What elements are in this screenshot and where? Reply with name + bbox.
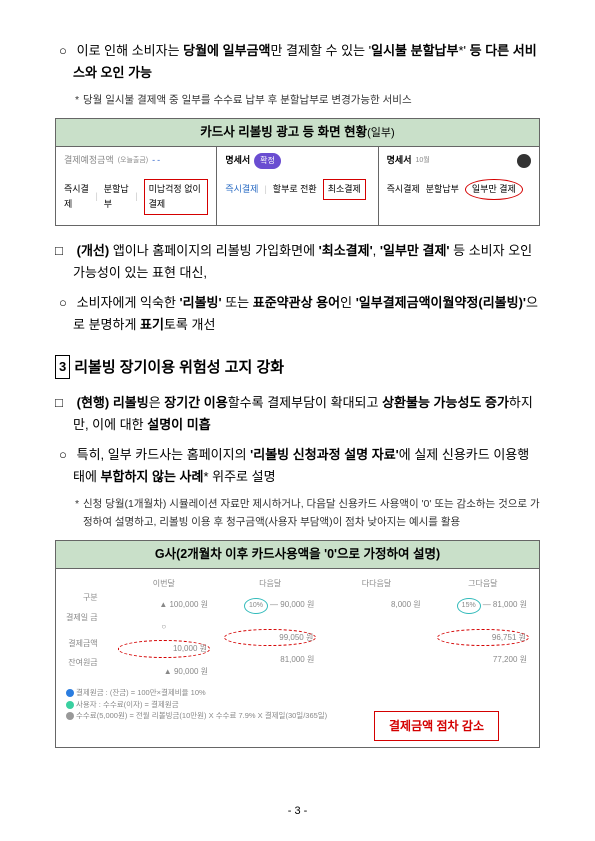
- chevron-icon: [517, 154, 531, 168]
- chart-row-labels: 구분 결제일 금 결제금액 잔여원금: [66, 577, 98, 679]
- table1-title: 카드사 리볼빙 광고 등 화면 현황(일부): [56, 119, 539, 147]
- table1-col-1: 결제예정금액(오늘출금) -- 즉시결제| 분할납부| 미납걱정 없이 결제: [56, 147, 217, 225]
- chart-g-company: G사(2개월차 이후 카드사용액을 '0'으로 가정하여 설명) 구분 결제일 …: [55, 540, 540, 748]
- para-current-status: □ (현행) 리볼빙은 장기간 이용할수록 결제부담이 확대되고 상환불능 가능…: [73, 392, 540, 436]
- highlight-no-worry-pay: 미납걱정 없이 결제: [144, 179, 209, 216]
- para-consumer-confusion: ○ 이로 인해 소비자는 당월에 일부금액만 결제할 수 있는 '일시불 분할납…: [73, 40, 540, 84]
- chart-title: G사(2개월차 이후 카드사용액을 '0'으로 가정하여 설명): [56, 541, 539, 569]
- para-improvement: □ (개선) 앱이나 홈페이지의 리볼빙 가입화면에 '최소결제', '일부만 …: [73, 240, 540, 284]
- section-3-heading: 3리볼빙 장기이용 위험성 고지 강화: [55, 355, 540, 381]
- footnote-2: *신청 당월(1개월차) 시뮬레이션 자료만 제시하거나, 다음달 신용카드 사…: [83, 496, 540, 532]
- table-card-ad-screens: 카드사 리볼빙 광고 등 화면 현황(일부) 결제예정금액(오늘출금) -- 즉…: [55, 118, 540, 226]
- chart-payment-1: 10,000 원: [118, 640, 210, 658]
- callout-decreasing: 결제금액 점차 감소: [374, 711, 499, 741]
- footnote-1: *당월 일시불 결제액 중 일부를 수수료 납부 후 분할납부로 변경가능한 서…: [83, 92, 540, 110]
- badge-confirmed: 확정: [254, 153, 281, 169]
- highlight-min-payment: 최소결제: [323, 179, 366, 200]
- page-number: - 3 -: [0, 802, 595, 821]
- para-standard-term: ○ 소비자에게 익숙한 '리볼빙' 또는 표준약관상 용어인 '일부결제금액이월…: [73, 292, 540, 336]
- table1-col-3: 명세서 10월 즉시결제 분할납부 일부만 결제: [379, 147, 539, 225]
- chart-payment-2: 99,050 원: [224, 629, 316, 647]
- para-example-issue: ○ 특히, 일부 카드사는 홈페이지의 '리볼빙 신청과정 설명 자료'에 실제…: [73, 444, 540, 488]
- table1-col-2: 명세서 확정 즉시결제| 할부로 전환 최소결제: [217, 147, 378, 225]
- highlight-partial-payment: 일부만 결제: [465, 179, 523, 200]
- chart-payment-3: 96,751 원: [437, 629, 529, 647]
